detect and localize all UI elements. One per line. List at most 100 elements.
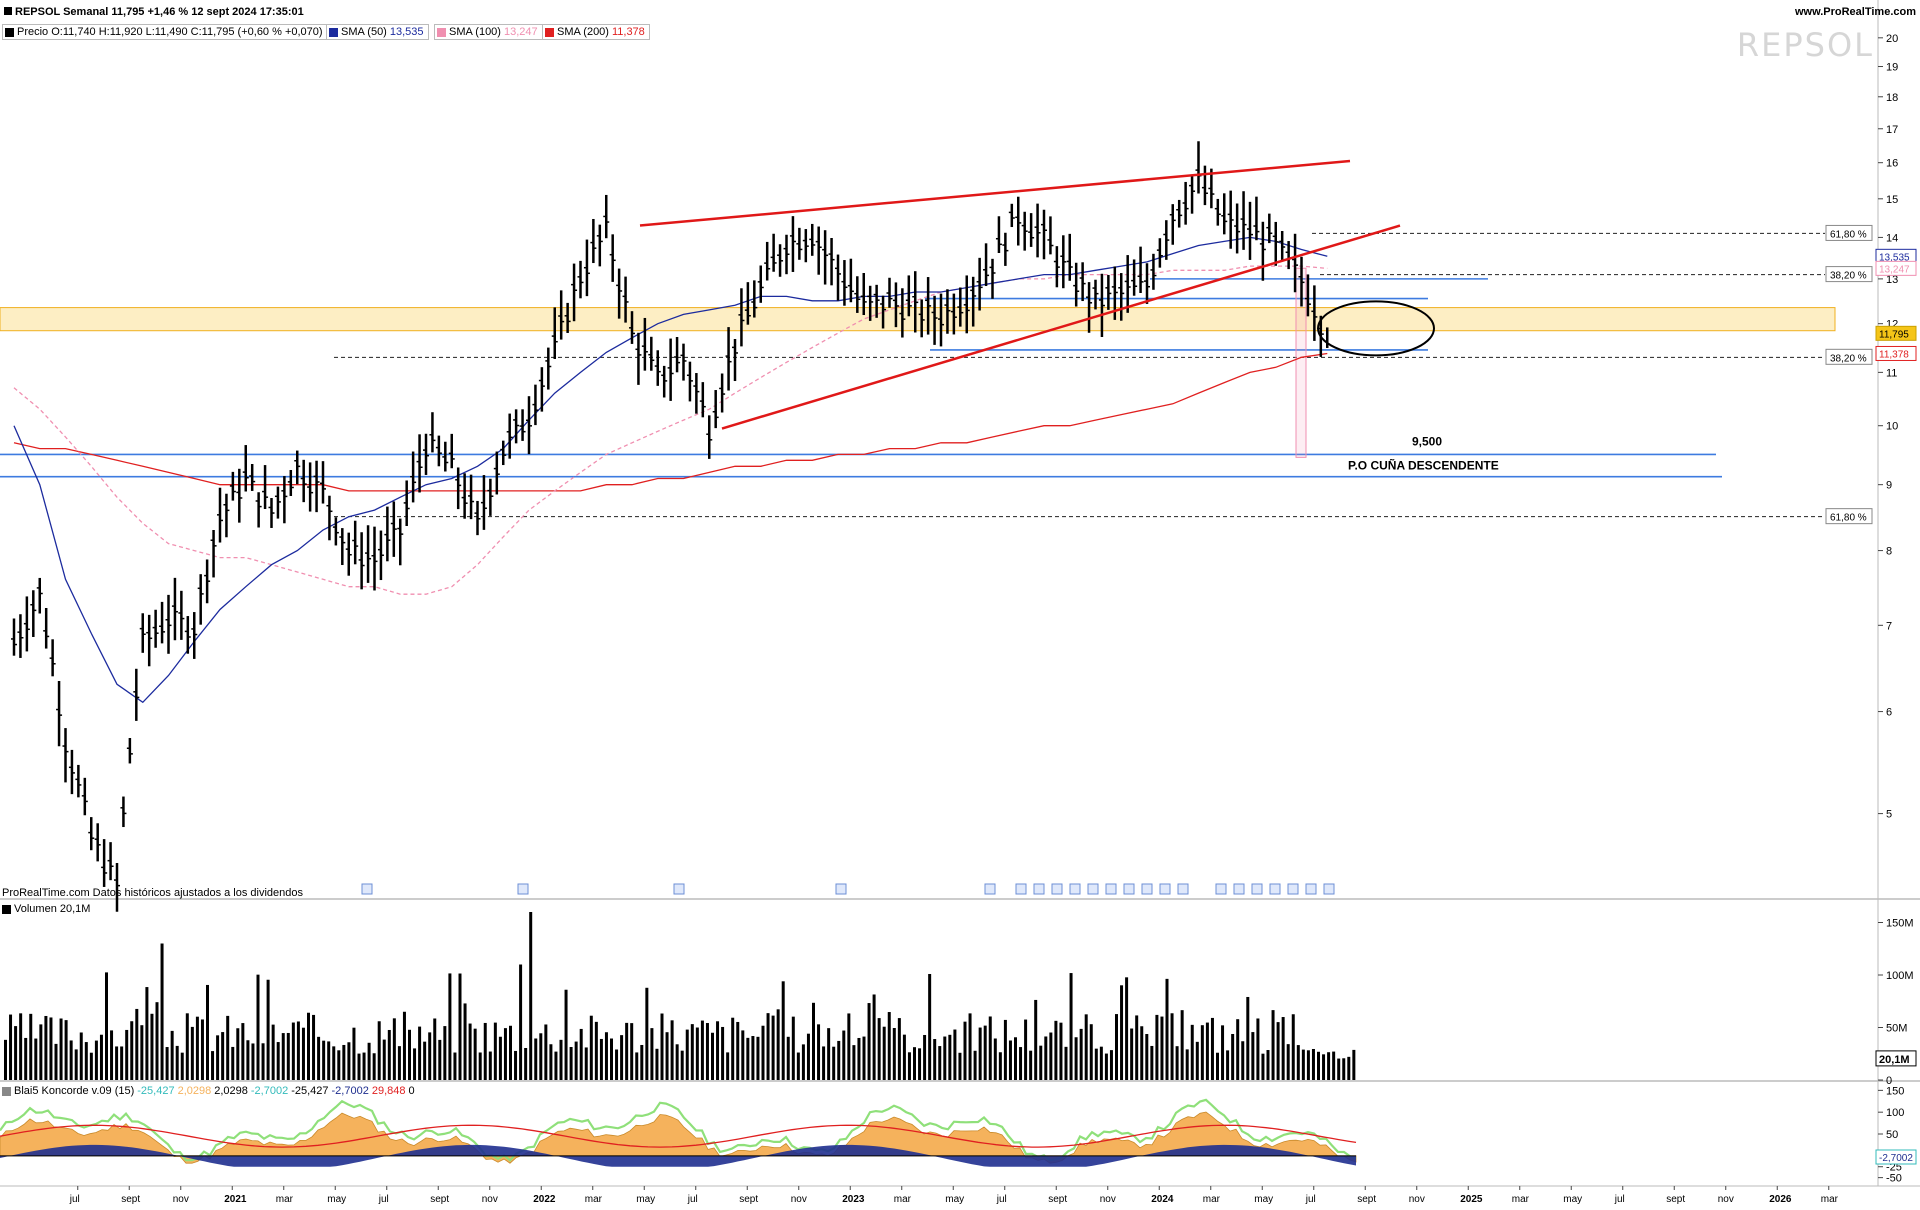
- volume-bar: [19, 1013, 23, 1080]
- volume-tick-label: 0: [1886, 1075, 1892, 1087]
- site-link[interactable]: www.ProRealTime.com: [1794, 6, 1916, 18]
- volume-bar: [685, 1029, 689, 1080]
- volume-bar: [1029, 1050, 1033, 1080]
- volume-bar: [524, 1047, 528, 1080]
- oscillator-tick-label: -25: [1886, 1162, 1902, 1174]
- volume-bar: [423, 1041, 427, 1080]
- volume-bar: [559, 1039, 563, 1080]
- volume-bar: [236, 1028, 240, 1080]
- volume-bar: [44, 1015, 48, 1080]
- volume-bar: [948, 1034, 952, 1080]
- volume-bar: [1251, 1032, 1255, 1080]
- volume-bar: [993, 1038, 997, 1080]
- volume-bar: [534, 1038, 538, 1080]
- volume-bar: [756, 1036, 760, 1080]
- dividend-icon: [1033, 883, 1045, 895]
- volume-bar: [478, 1052, 482, 1080]
- volume-bar: [1034, 999, 1038, 1080]
- volume-bar: [741, 1030, 745, 1080]
- volume-bar: [1322, 1054, 1326, 1080]
- volume-label[interactable]: Volumen 20,1M: [2, 903, 90, 915]
- sma100-swatch-icon: [437, 27, 446, 37]
- legend-sma200[interactable]: SMA (200) 11,378: [542, 24, 650, 40]
- volume-bar: [968, 1013, 972, 1080]
- volume-bar: [327, 1041, 331, 1080]
- volume-bar: [74, 1049, 78, 1080]
- volume-bar: [589, 1015, 593, 1080]
- fib-level-box: [1825, 224, 1873, 241]
- volume-bar: [923, 1034, 927, 1080]
- volume-bar: [786, 1036, 790, 1080]
- volume-bar: [125, 1029, 129, 1080]
- volume-bar: [488, 1051, 492, 1080]
- volume-bar: [307, 1012, 310, 1080]
- volume-bar: [1175, 1046, 1179, 1080]
- volume-bar: [620, 1035, 624, 1080]
- volume-bar: [261, 1043, 265, 1080]
- volume-bar: [1084, 1014, 1088, 1080]
- volume-bar: [998, 1052, 1002, 1080]
- volume-bar: [549, 1044, 553, 1080]
- volume-bar: [342, 1044, 346, 1080]
- price-swatch-icon: [5, 27, 14, 37]
- volume-bar: [246, 1040, 250, 1080]
- volume-bar: [1337, 1058, 1341, 1080]
- volume-bar: [1210, 1017, 1214, 1080]
- volume-bar: [1261, 1053, 1265, 1080]
- legend-sma50[interactable]: SMA (50) 13,535: [326, 24, 429, 40]
- volume-bar: [105, 972, 108, 1080]
- volume-bar: [1276, 1022, 1280, 1080]
- volume-bar: [680, 1050, 684, 1080]
- volume-bar: [1104, 1053, 1108, 1080]
- volume-bar: [862, 1036, 866, 1080]
- volume-bar: [463, 1003, 467, 1080]
- price-tick-label: 7: [1886, 620, 1892, 632]
- time-tick-label: sept: [739, 1194, 758, 1205]
- time-tick-label: 2026: [1769, 1194, 1792, 1205]
- volume-bar: [519, 964, 523, 1080]
- legend-sma100[interactable]: SMA (100) 13,247: [434, 24, 543, 40]
- volume-bar: [301, 1027, 305, 1080]
- sma50-line: [13, 236, 1328, 704]
- volume-bar: [84, 1042, 88, 1080]
- volume-bar: [872, 994, 876, 1080]
- price-tick-label: 10: [1886, 421, 1898, 433]
- legend-price[interactable]: Precio O:11,740 H:11,920 L:11,490 C:11,7…: [2, 24, 328, 40]
- price-tick-label: 6: [1886, 707, 1892, 719]
- volume-bar: [887, 1012, 891, 1080]
- volume-bar: [231, 1046, 235, 1080]
- time-tick-label: mar: [894, 1194, 912, 1205]
- volume-tick-label: 150M: [1886, 918, 1914, 930]
- volume-bar: [150, 1013, 154, 1080]
- volume-bar: [1165, 978, 1169, 1080]
- time-tick-label: nov: [1100, 1194, 1116, 1205]
- price-badge-label: 11,378: [1879, 349, 1909, 360]
- time-tick-label: sept: [1048, 1194, 1067, 1205]
- price-badge-label: 11,795: [1879, 329, 1909, 340]
- volume-bar: [751, 1036, 755, 1080]
- volume-bar: [367, 1042, 371, 1080]
- fib-level-box: [1825, 508, 1873, 525]
- volume-bar: [867, 1003, 871, 1080]
- volume-bar: [483, 1022, 487, 1080]
- time-tick-label: may: [1254, 1194, 1273, 1205]
- time-tick-label: sept: [121, 1194, 140, 1205]
- volume-bar: [852, 1045, 856, 1080]
- volume-bar: [1059, 1022, 1063, 1080]
- volume-bar: [544, 1024, 548, 1080]
- datasource-note: ProRealTime.com Datos históricos ajustad…: [2, 887, 304, 899]
- volume-bar: [438, 1039, 442, 1080]
- volume-bar: [317, 1036, 321, 1080]
- volume-bar: [135, 1008, 139, 1080]
- volume-bar: [1190, 1024, 1194, 1080]
- volume-bar: [781, 981, 785, 1080]
- volume-bar: [953, 1029, 957, 1080]
- volume-bar: [806, 1033, 810, 1080]
- oscillator-label[interactable]: Blai5 Koncorde v.09 (15) -25,427 2,0298 …: [2, 1085, 415, 1097]
- volume-bar: [1014, 1037, 1017, 1080]
- price-tick-label: 16: [1886, 158, 1898, 170]
- volume-bar: [675, 1044, 679, 1080]
- instrument-icon: [4, 7, 12, 15]
- volume-bar: [918, 1048, 922, 1080]
